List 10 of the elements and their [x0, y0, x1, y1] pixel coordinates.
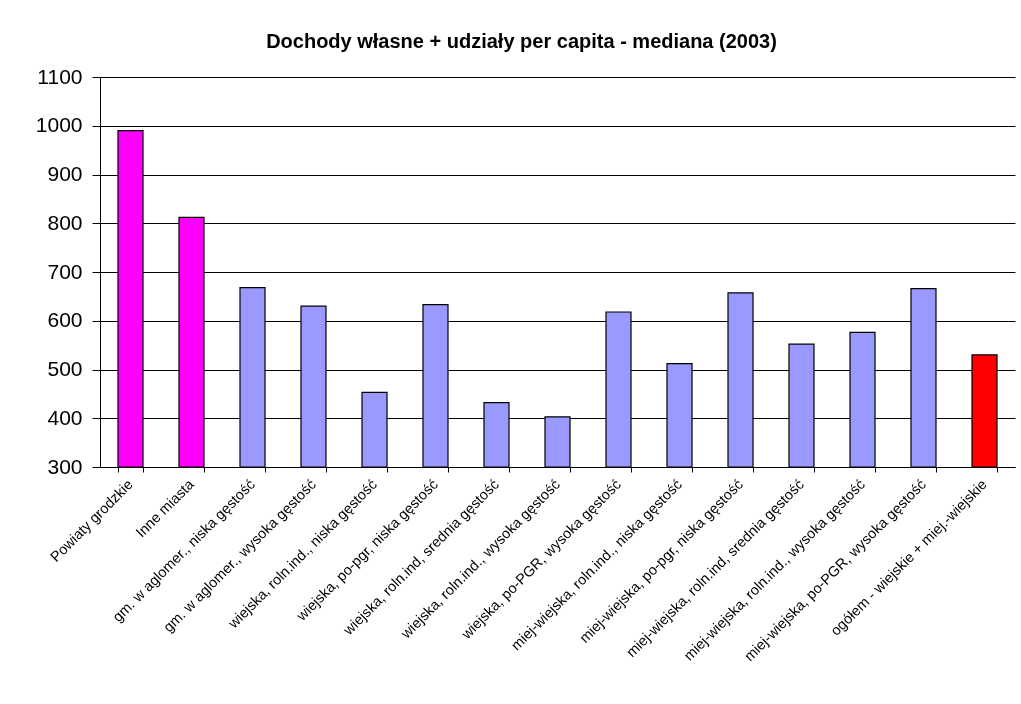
y-tick-label: 600 [47, 308, 83, 332]
y-tick-label: 1100 [37, 64, 83, 88]
y-tick-label: 1000 [35, 113, 83, 137]
y-tick-label: 300 [47, 454, 83, 478]
y-tick-label: 900 [47, 162, 83, 185]
y-tick-label: 800 [47, 210, 83, 234]
y-tick-label: 500 [47, 357, 83, 380]
y-tick-label: 700 [47, 259, 83, 283]
y-tick-label: 400 [47, 405, 83, 429]
chart-title: Dochody własne + udziały per capita - mediana (2003) [266, 30, 777, 52]
